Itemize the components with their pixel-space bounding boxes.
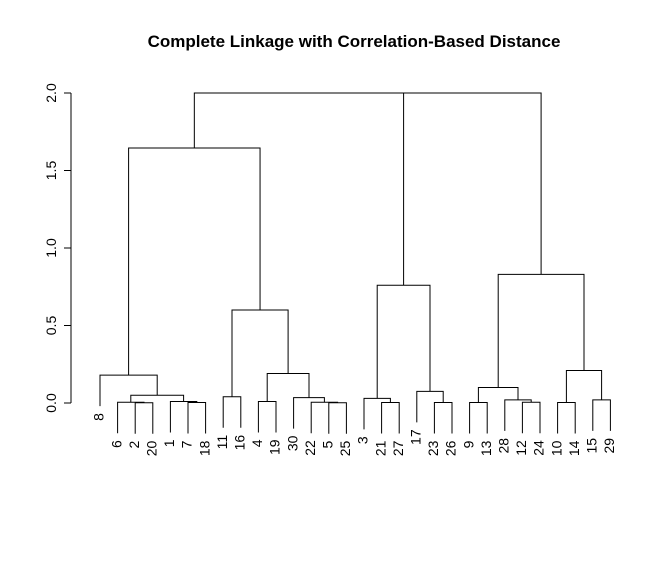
merge-branch	[130, 394, 185, 403]
merge-branch	[521, 401, 541, 434]
leaf-label: 13	[478, 440, 494, 456]
chart-title: Complete Linkage with Correlation-Based …	[148, 32, 561, 51]
merge-branch	[293, 397, 325, 429]
merge-branch	[557, 402, 576, 434]
merge-branch	[376, 284, 431, 399]
leaf-label: 6	[108, 440, 124, 448]
merge-branch	[187, 402, 207, 434]
leaf-label: 10	[548, 440, 564, 456]
leaf-label: 28	[496, 438, 512, 454]
leaf-label: 2	[126, 440, 142, 448]
leaf-label: 23	[425, 440, 441, 456]
leaf-label: 15	[584, 438, 600, 454]
merge-branch	[433, 402, 453, 434]
merge-branch	[266, 373, 310, 402]
leaf-label: 12	[513, 440, 529, 456]
leaf-label: 22	[302, 440, 318, 456]
merge-branch	[504, 399, 532, 431]
leaf-label: 9	[460, 440, 476, 448]
leaf-label: 29	[601, 438, 617, 454]
leaf-label: 26	[443, 440, 459, 456]
leaf-label: 5	[320, 440, 336, 448]
merge-branch	[222, 396, 242, 428]
leaf-label: 7	[179, 440, 195, 448]
merge-branch	[193, 92, 473, 149]
merge-branch	[403, 92, 542, 286]
merge-branch	[592, 399, 611, 431]
merge-branch	[231, 309, 289, 397]
y-tick-label: 2.0	[43, 83, 59, 103]
y-tick-label: 1.5	[43, 161, 59, 181]
leaf-label: 18	[196, 440, 212, 456]
merge-branch	[99, 374, 158, 407]
merge-branch	[117, 401, 145, 434]
leaf-label: 27	[390, 440, 406, 456]
merge-branch	[128, 147, 261, 376]
merge-branch	[257, 400, 277, 433]
merge-branch	[381, 402, 400, 434]
merge-branch	[328, 402, 347, 434]
leaf-label: 21	[372, 440, 388, 456]
leaf-label: 11	[214, 435, 230, 450]
merge-branch	[469, 402, 488, 434]
merge-branch	[169, 400, 198, 433]
leaf-label: 20	[144, 440, 160, 456]
merge-branch	[134, 402, 154, 434]
leaf-label: 16	[232, 435, 248, 451]
leaf-label: 19	[267, 439, 283, 455]
leaf-label: 3	[355, 436, 371, 444]
y-tick-label: 0.5	[43, 316, 59, 336]
leaf-label: 14	[566, 440, 582, 456]
y-tick-label: 0.0	[43, 393, 59, 413]
merge-branch	[477, 387, 519, 403]
merge-branch	[363, 397, 391, 430]
leaf-label: 24	[531, 440, 547, 456]
leaf-label: 8	[91, 413, 107, 421]
leaf-label: 17	[408, 429, 424, 445]
leaf-label: 4	[249, 439, 265, 447]
y-tick-label: 1.0	[43, 238, 59, 258]
leaf-label: 1	[161, 439, 177, 447]
leaf-label: 30	[284, 435, 300, 451]
merge-branch	[497, 273, 585, 388]
merge-branch	[416, 390, 444, 423]
merge-branch	[310, 401, 339, 434]
leaf-label: 25	[337, 440, 353, 456]
merge-branch	[565, 369, 603, 403]
